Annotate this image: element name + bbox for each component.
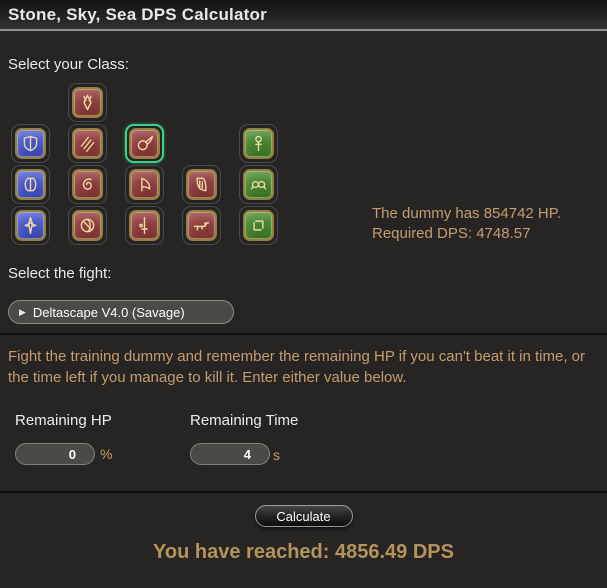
class-grid: [11, 83, 278, 245]
white-mage-icon-art: [243, 128, 274, 159]
ninja-icon-art: [72, 169, 103, 200]
machinist-icon-art: [186, 210, 217, 241]
remaining-time-input[interactable]: [190, 443, 270, 465]
summoner-icon[interactable]: [125, 165, 164, 204]
red-mage-icon-art: [129, 210, 160, 241]
dragoon-icon-art: [72, 87, 103, 118]
black-mage-icon-art: [129, 128, 160, 159]
fight-dropdown-label: Deltascape V4.0 (Savage): [32, 304, 185, 320]
warrior-icon[interactable]: [11, 165, 50, 204]
remaining-hp-label: Remaining HP: [15, 412, 112, 429]
remaining-time-label: Remaining Time: [190, 412, 299, 429]
warrior-icon-art: [15, 169, 46, 200]
dragoon-icon[interactable]: [68, 83, 107, 122]
title-bar: Stone, Sky, Sea DPS Calculator: [0, 0, 607, 31]
fight-section-label: Select the fight:: [8, 265, 112, 282]
monk-icon[interactable]: [68, 124, 107, 163]
ninja-icon[interactable]: [68, 165, 107, 204]
remaining-hp-input[interactable]: [15, 443, 95, 465]
instructions-text: Fight the training dummy and remember th…: [8, 348, 586, 386]
summoner-icon-art: [129, 169, 160, 200]
machinist-icon[interactable]: [182, 206, 221, 245]
dark-knight-icon-art: [15, 210, 46, 241]
astrologian-icon[interactable]: [239, 206, 278, 245]
dummy-info: The dummy has 854742 HP. Required DPS: 4…: [372, 204, 561, 244]
samurai-icon[interactable]: [68, 206, 107, 245]
divider-bottom: [0, 491, 607, 493]
red-mage-icon[interactable]: [125, 206, 164, 245]
monk-icon-art: [72, 128, 103, 159]
required-dps-text: Required DPS: 4748.57: [372, 225, 531, 242]
dark-knight-icon[interactable]: [11, 206, 50, 245]
scholar-icon[interactable]: [239, 165, 278, 204]
seconds-unit-label: s: [273, 447, 280, 463]
dropdown-arrow-icon: ▶: [19, 306, 26, 317]
samurai-icon-art: [72, 210, 103, 241]
paladin-icon[interactable]: [11, 124, 50, 163]
fight-dropdown[interactable]: ▶ Deltascape V4.0 (Savage): [8, 300, 234, 324]
class-section-label: Select your Class:: [8, 56, 129, 73]
scholar-icon-art: [243, 169, 274, 200]
black-mage-icon[interactable]: [125, 124, 164, 163]
percent-unit-label: %: [100, 446, 113, 462]
page-title: Stone, Sky, Sea DPS Calculator: [8, 5, 267, 24]
divider-top: [0, 333, 607, 335]
paladin-icon-art: [15, 128, 46, 159]
calculate-button[interactable]: Calculate: [254, 505, 353, 527]
white-mage-icon[interactable]: [239, 124, 278, 163]
result-text: You have reached: 4856.49 DPS: [153, 541, 454, 563]
astrologian-icon-art: [243, 210, 274, 241]
dummy-hp-text: The dummy has 854742 HP.: [372, 205, 562, 222]
bard-icon[interactable]: [182, 165, 221, 204]
bard-icon-art: [186, 169, 217, 200]
